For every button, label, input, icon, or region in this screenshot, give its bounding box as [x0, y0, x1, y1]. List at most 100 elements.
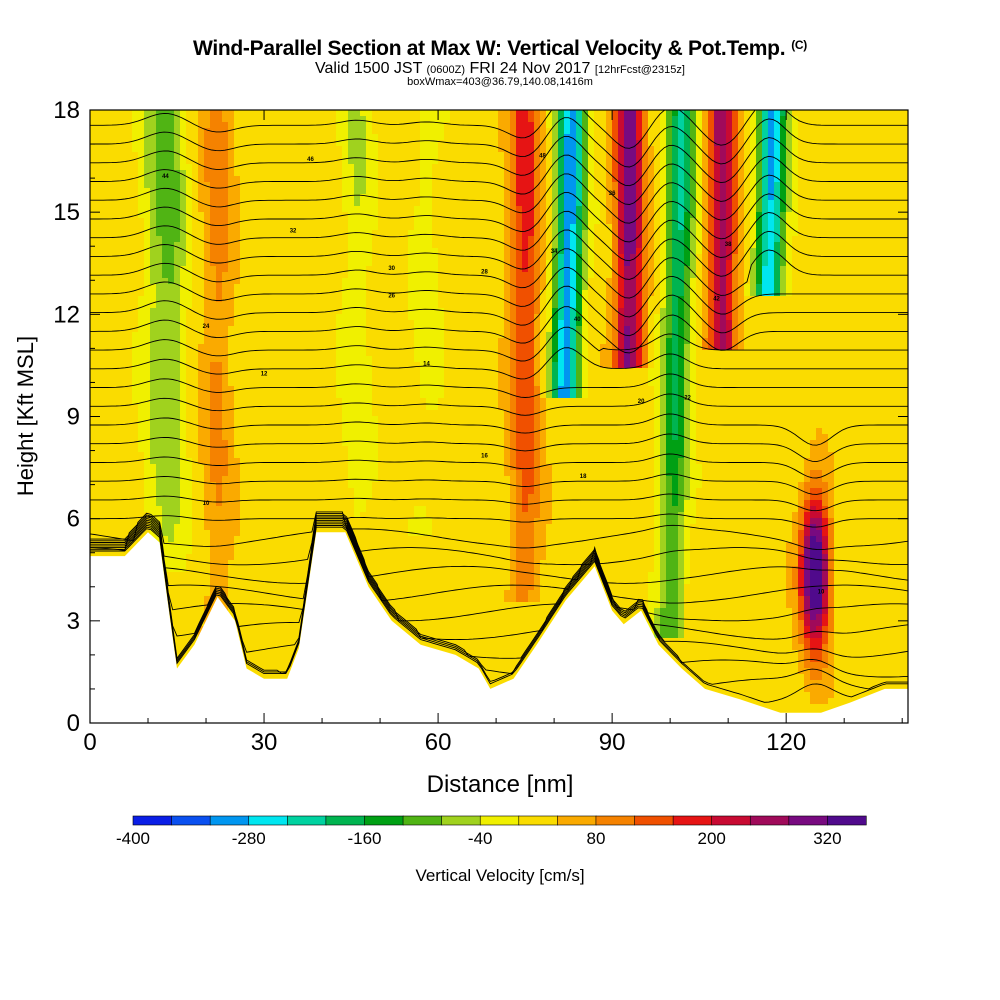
velocity-cell [354, 488, 361, 495]
velocity-cell [342, 482, 349, 489]
velocity-cell [210, 566, 217, 573]
velocity-cell [336, 374, 343, 381]
velocity-cell [294, 212, 301, 219]
velocity-cell [324, 110, 331, 117]
velocity-cell [114, 320, 121, 327]
velocity-cell [324, 260, 331, 267]
velocity-cell [348, 212, 355, 219]
velocity-cell [102, 332, 109, 339]
velocity-cell [240, 536, 247, 543]
velocity-cell [282, 446, 289, 453]
velocity-cell [366, 404, 373, 411]
velocity-cell [192, 110, 199, 117]
velocity-cell [174, 398, 181, 405]
velocity-cell [162, 278, 169, 285]
velocity-cell [318, 332, 325, 339]
velocity-cell [372, 536, 379, 543]
velocity-cell [354, 278, 361, 285]
velocity-cell [228, 122, 235, 129]
velocity-cell [228, 434, 235, 441]
velocity-cell [108, 410, 115, 417]
velocity-cell [300, 500, 307, 507]
velocity-cell [150, 500, 157, 507]
velocity-cell [270, 488, 277, 495]
velocity-cell [324, 122, 331, 129]
velocity-cell [270, 116, 277, 123]
velocity-cell [264, 638, 271, 645]
velocity-cell [300, 470, 307, 477]
velocity-cell [108, 278, 115, 285]
velocity-cell [126, 446, 133, 453]
velocity-cell [222, 488, 229, 495]
velocity-cell [324, 410, 331, 417]
velocity-cell [318, 434, 325, 441]
velocity-cell [216, 170, 223, 177]
velocity-cell [114, 206, 121, 213]
velocity-cell [312, 140, 319, 147]
velocity-cell [366, 338, 373, 345]
velocity-cell [366, 164, 373, 171]
velocity-cell [336, 110, 343, 117]
velocity-cell [174, 350, 181, 357]
velocity-cell [336, 476, 343, 483]
velocity-cell [288, 482, 295, 489]
velocity-cell [348, 296, 355, 303]
velocity-cell [90, 284, 97, 291]
velocity-cell [270, 332, 277, 339]
velocity-cell [306, 188, 313, 195]
velocity-cell [258, 572, 265, 579]
velocity-cell [348, 482, 355, 489]
velocity-cell [306, 416, 313, 423]
velocity-cell [222, 452, 229, 459]
velocity-cell [288, 116, 295, 123]
velocity-cell [246, 482, 253, 489]
velocity-cell [108, 350, 115, 357]
velocity-cell [354, 236, 361, 243]
velocity-cell [156, 512, 163, 519]
velocity-cell [258, 392, 265, 399]
velocity-cell [138, 422, 145, 429]
velocity-cell [108, 434, 115, 441]
velocity-cell [198, 362, 205, 369]
velocity-cell [180, 182, 187, 189]
velocity-cell [90, 482, 97, 489]
velocity-cell [96, 224, 103, 231]
velocity-cell [132, 146, 139, 153]
velocity-cell [156, 284, 163, 291]
velocity-cell [276, 308, 283, 315]
velocity-cell [156, 212, 163, 219]
velocity-cell [216, 128, 223, 135]
velocity-cell [252, 140, 259, 147]
velocity-cell [156, 362, 163, 369]
velocity-cell [276, 152, 283, 159]
velocity-cell [378, 296, 385, 303]
velocity-cell [102, 152, 109, 159]
velocity-cell [276, 170, 283, 177]
velocity-cell [108, 530, 115, 537]
velocity-cell [150, 308, 157, 315]
velocity-cell [228, 566, 235, 573]
velocity-cell [270, 236, 277, 243]
velocity-cell [318, 302, 325, 309]
velocity-cell [252, 560, 259, 567]
velocity-cell [258, 260, 265, 267]
velocity-cell [114, 356, 121, 363]
velocity-cell [348, 464, 355, 471]
velocity-cell [174, 200, 181, 207]
velocity-cell [354, 260, 361, 267]
velocity-cell [348, 260, 355, 267]
velocity-cell [120, 476, 127, 483]
velocity-cell [300, 332, 307, 339]
velocity-cell [264, 242, 271, 249]
velocity-cell [228, 224, 235, 231]
velocity-cell [372, 476, 379, 483]
velocity-cell [270, 128, 277, 135]
velocity-cell [354, 224, 361, 231]
velocity-cell [264, 212, 271, 219]
velocity-cell [276, 266, 283, 273]
velocity-cell [336, 218, 343, 225]
velocity-cell [210, 248, 217, 255]
velocity-cell [294, 548, 301, 555]
velocity-cell [96, 308, 103, 315]
velocity-cell [192, 614, 199, 621]
